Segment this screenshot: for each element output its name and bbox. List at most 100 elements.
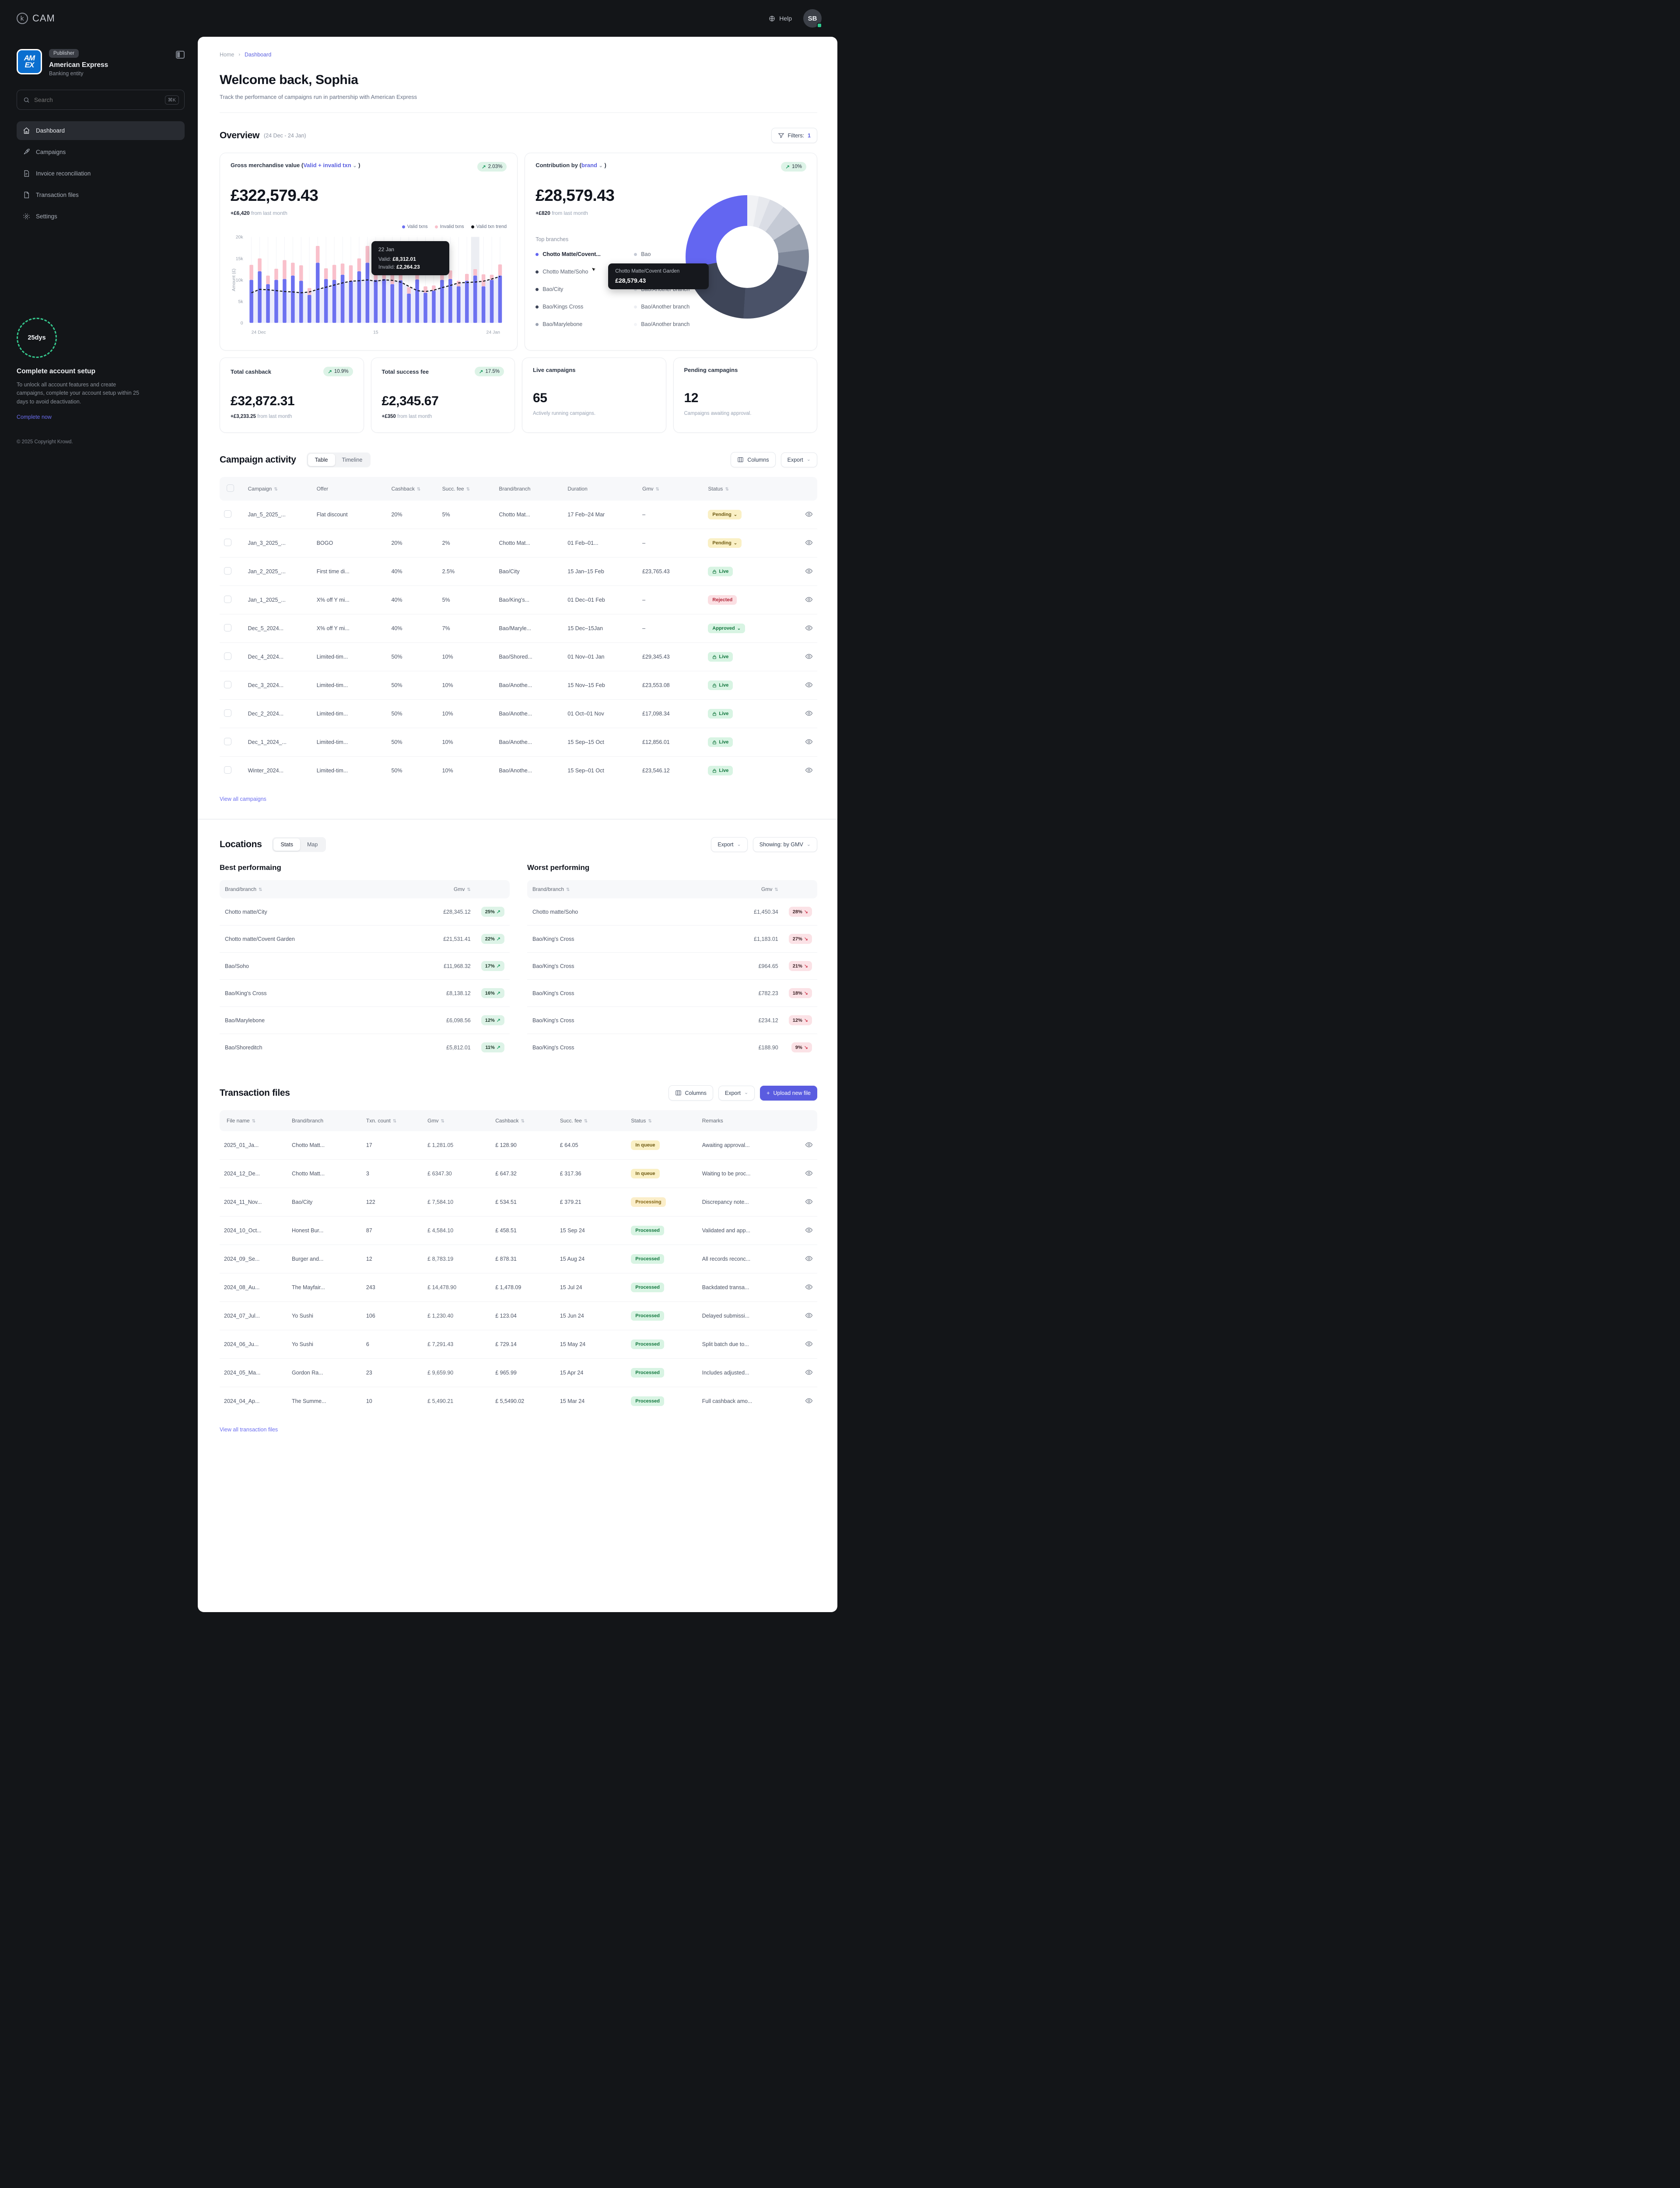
view-row-icon[interactable] — [805, 1397, 813, 1405]
status-badge[interactable]: Approved ⌄ — [708, 624, 746, 633]
view-all-transaction-files-link[interactable]: View all transaction files — [220, 1427, 278, 1433]
view-row-icon[interactable] — [805, 1311, 813, 1319]
contribution-donut-chart[interactable] — [686, 195, 809, 319]
view-row-icon[interactable] — [805, 567, 813, 575]
tab-map[interactable]: Map — [307, 842, 318, 848]
showing-by-gmv-button[interactable]: Showing: by GMV ⌄ — [752, 837, 817, 852]
table-row[interactable]: 2025_01_Ja... Chotto Matt... 17 £ 1,281.… — [220, 1131, 817, 1160]
sidebar-item-settings[interactable]: Settings — [17, 207, 185, 226]
columns-button[interactable]: Columns — [731, 452, 776, 467]
table-row[interactable]: Dec_2_2024... Limited-tim... 50% 10% Bao… — [220, 699, 817, 728]
branch-item-bao-another-branch[interactable]: Bao/Another branch — [634, 321, 735, 327]
row-checkbox[interactable] — [224, 681, 231, 688]
table-row[interactable]: 2024_11_Nov... Bao/City 122 £ 7,584.10 £… — [220, 1188, 817, 1217]
view-row-icon[interactable] — [805, 1141, 813, 1149]
table-row[interactable]: 2024_07_Jul... Yo Sushi 106 £ 1,230.40 £… — [220, 1301, 817, 1330]
column-header-txn-count[interactable]: Txn. count ⇅ — [361, 1110, 424, 1131]
table-row[interactable]: Dec_5_2024... X% off Y mi... 40% 7% Bao/… — [220, 614, 817, 643]
branch-item-chotto-matte-covent[interactable]: Chotto Matte/Covent... — [536, 251, 630, 257]
brand-select[interactable]: brand ⌄ — [581, 162, 603, 168]
view-row-icon[interactable] — [805, 652, 813, 660]
tab-stats[interactable]: Stats — [273, 838, 300, 851]
column-header-status[interactable]: Status ⇅ — [626, 1110, 698, 1131]
column-header-succ-fee[interactable]: Succ. fee ⇅ — [555, 1110, 627, 1131]
avatar[interactable]: SB — [803, 9, 822, 28]
upload-new-file-button[interactable]: + Upload new file — [760, 1085, 817, 1101]
breadcrumb-home[interactable]: Home — [220, 52, 234, 58]
table-row[interactable]: 2024_04_Ap... The Summe... 10 £ 5,490.21… — [220, 1387, 817, 1416]
view-row-icon[interactable] — [805, 1283, 813, 1291]
locations-export-button[interactable]: Export ⌄ — [711, 837, 748, 852]
column-header-succ-fee[interactable]: Succ. fee ⇅ — [438, 477, 495, 501]
search-input[interactable] — [34, 96, 161, 103]
help-button[interactable]: Help — [769, 15, 792, 22]
table-row[interactable]: Bao/Marylebone £6,098.56 12% ↗ — [220, 1006, 510, 1034]
table-row[interactable]: Bao/King's Cross £188.90 9% ↘ — [527, 1034, 817, 1061]
row-checkbox[interactable] — [224, 738, 231, 745]
table-row[interactable]: 2024_08_Au... The Mayfair... 243 £ 14,47… — [220, 1273, 817, 1302]
table-row[interactable]: Jan_2_2025_... First time di... 40% 2.5%… — [220, 557, 817, 586]
table-row[interactable]: Winter_2024... Limited-tim... 50% 10% Ba… — [220, 757, 817, 785]
row-checkbox[interactable] — [224, 652, 231, 660]
table-row[interactable]: Bao/King's Cross £782.23 18% ↘ — [527, 979, 817, 1007]
tab-table[interactable]: Table — [308, 453, 335, 466]
view-row-icon[interactable] — [805, 738, 813, 746]
row-checkbox[interactable] — [224, 596, 231, 603]
view-row-icon[interactable] — [805, 1226, 813, 1234]
table-row[interactable]: 2024_05_Ma... Gordon Ra... 23 £ 9,659.90… — [220, 1358, 817, 1387]
view-row-icon[interactable] — [805, 1169, 813, 1177]
column-header-gmv[interactable]: Gmv ⇅ — [423, 1110, 491, 1131]
row-checkbox[interactable] — [224, 539, 231, 546]
status-badge[interactable]: Pending ⌄ — [708, 538, 742, 548]
table-row[interactable]: Jan_1_2025_... X% off Y mi... 40% 5% Bao… — [220, 586, 817, 614]
table-row[interactable]: Dec_3_2024... Limited-tim... 50% 10% Bao… — [220, 671, 817, 700]
table-row[interactable]: Bao/King's Cross £1,183.01 27% ↘ — [527, 925, 817, 953]
row-checkbox[interactable] — [224, 567, 231, 575]
column-header-brand-branch[interactable]: Brand/branch ⇅ — [220, 880, 394, 898]
column-header-status[interactable]: Status ⇅ — [704, 477, 788, 501]
branch-item-bao-city[interactable]: Bao/City — [536, 286, 630, 292]
branch-item-bao-another-branch[interactable]: Bao/Another branch — [634, 304, 735, 310]
table-row[interactable]: Jan_3_2025_... BOGO 20% 2% Chotto Mat...… — [220, 529, 817, 558]
collapse-sidebar-icon[interactable] — [176, 51, 185, 59]
column-header-cashback[interactable]: Cashback ⇅ — [387, 477, 438, 501]
table-row[interactable]: Bao/King's Cross £8,138.12 16% ↗ — [220, 979, 510, 1007]
export-button[interactable]: Export ⌄ — [780, 452, 817, 467]
table-row[interactable]: Dec_4_2024... Limited-tim... 50% 10% Bao… — [220, 642, 817, 671]
table-row[interactable]: Bao/Soho £11,968.32 17% ↗ — [220, 952, 510, 980]
branch-item-chotto-matte-soho[interactable]: Chotto Matte/Soho — [536, 269, 630, 275]
view-row-icon[interactable] — [805, 1255, 813, 1262]
view-row-icon[interactable] — [805, 539, 813, 547]
view-row-icon[interactable] — [805, 1340, 813, 1348]
txn-export-button[interactable]: Export ⌄ — [718, 1085, 755, 1101]
complete-now-link[interactable]: Complete now — [17, 414, 52, 421]
filters-button[interactable]: Filters: 1 — [771, 128, 817, 143]
view-row-icon[interactable] — [805, 1198, 813, 1206]
column-header-brand-branch[interactable]: Brand/branch ⇅ — [527, 880, 686, 898]
column-header-cashback[interactable]: Cashback ⇅ — [491, 1110, 556, 1131]
sidebar-item-invoice-reconciliation[interactable]: Invoice reconciliation — [17, 164, 185, 183]
table-row[interactable]: 2024_06_Ju... Yo Sushi 6 £ 7,291.43 £ 72… — [220, 1330, 817, 1359]
table-row[interactable]: Chotto matte/City £28,345.12 25% ↗ — [220, 898, 510, 926]
sidebar-item-campaigns[interactable]: Campaigns — [17, 143, 185, 161]
view-all-campaigns-link[interactable]: View all campaigns — [220, 796, 266, 802]
status-badge[interactable]: Pending ⌄ — [708, 510, 742, 519]
branch-item-bao-kings-cross[interactable]: Bao/Kings Cross — [536, 304, 630, 310]
branch-item-bao-marylebone[interactable]: Bao/Marylebone — [536, 321, 630, 327]
breadcrumb-current[interactable]: Dashboard — [245, 52, 272, 58]
row-checkbox[interactable] — [224, 766, 231, 774]
view-row-icon[interactable] — [805, 1368, 813, 1376]
table-row[interactable]: Bao/King's Cross £234.12 12% ↘ — [527, 1006, 817, 1034]
txn-type-select[interactable]: Valid + invalid txn ⌄ — [303, 162, 357, 168]
gmv-chart[interactable]: 0 5k 10k 15k 20k Amount (£) 24 Dec 15 24 Jan 22 … — [231, 231, 507, 342]
search-box[interactable]: ⌘K — [17, 90, 185, 110]
table-row[interactable]: 2024_12_De... Chotto Matt... 3 £ 6347.30… — [220, 1159, 817, 1188]
select-all-checkbox[interactable] — [227, 484, 234, 492]
table-row[interactable]: Chotto matte/Covent Garden £21,531.41 22… — [220, 925, 510, 953]
table-row[interactable]: 2024_09_Se... Burger and... 12 £ 8,783.1… — [220, 1245, 817, 1273]
table-row[interactable]: Dec_1_2024_... Limited-tim... 50% 10% Ba… — [220, 728, 817, 757]
table-row[interactable]: Chotto matte/Soho £1,450.34 28% ↘ — [527, 898, 817, 926]
row-checkbox[interactable] — [224, 624, 231, 631]
txn-columns-button[interactable]: Columns — [668, 1085, 713, 1101]
table-row[interactable]: Bao/Shoreditch £5,812.01 11% ↗ — [220, 1034, 510, 1061]
